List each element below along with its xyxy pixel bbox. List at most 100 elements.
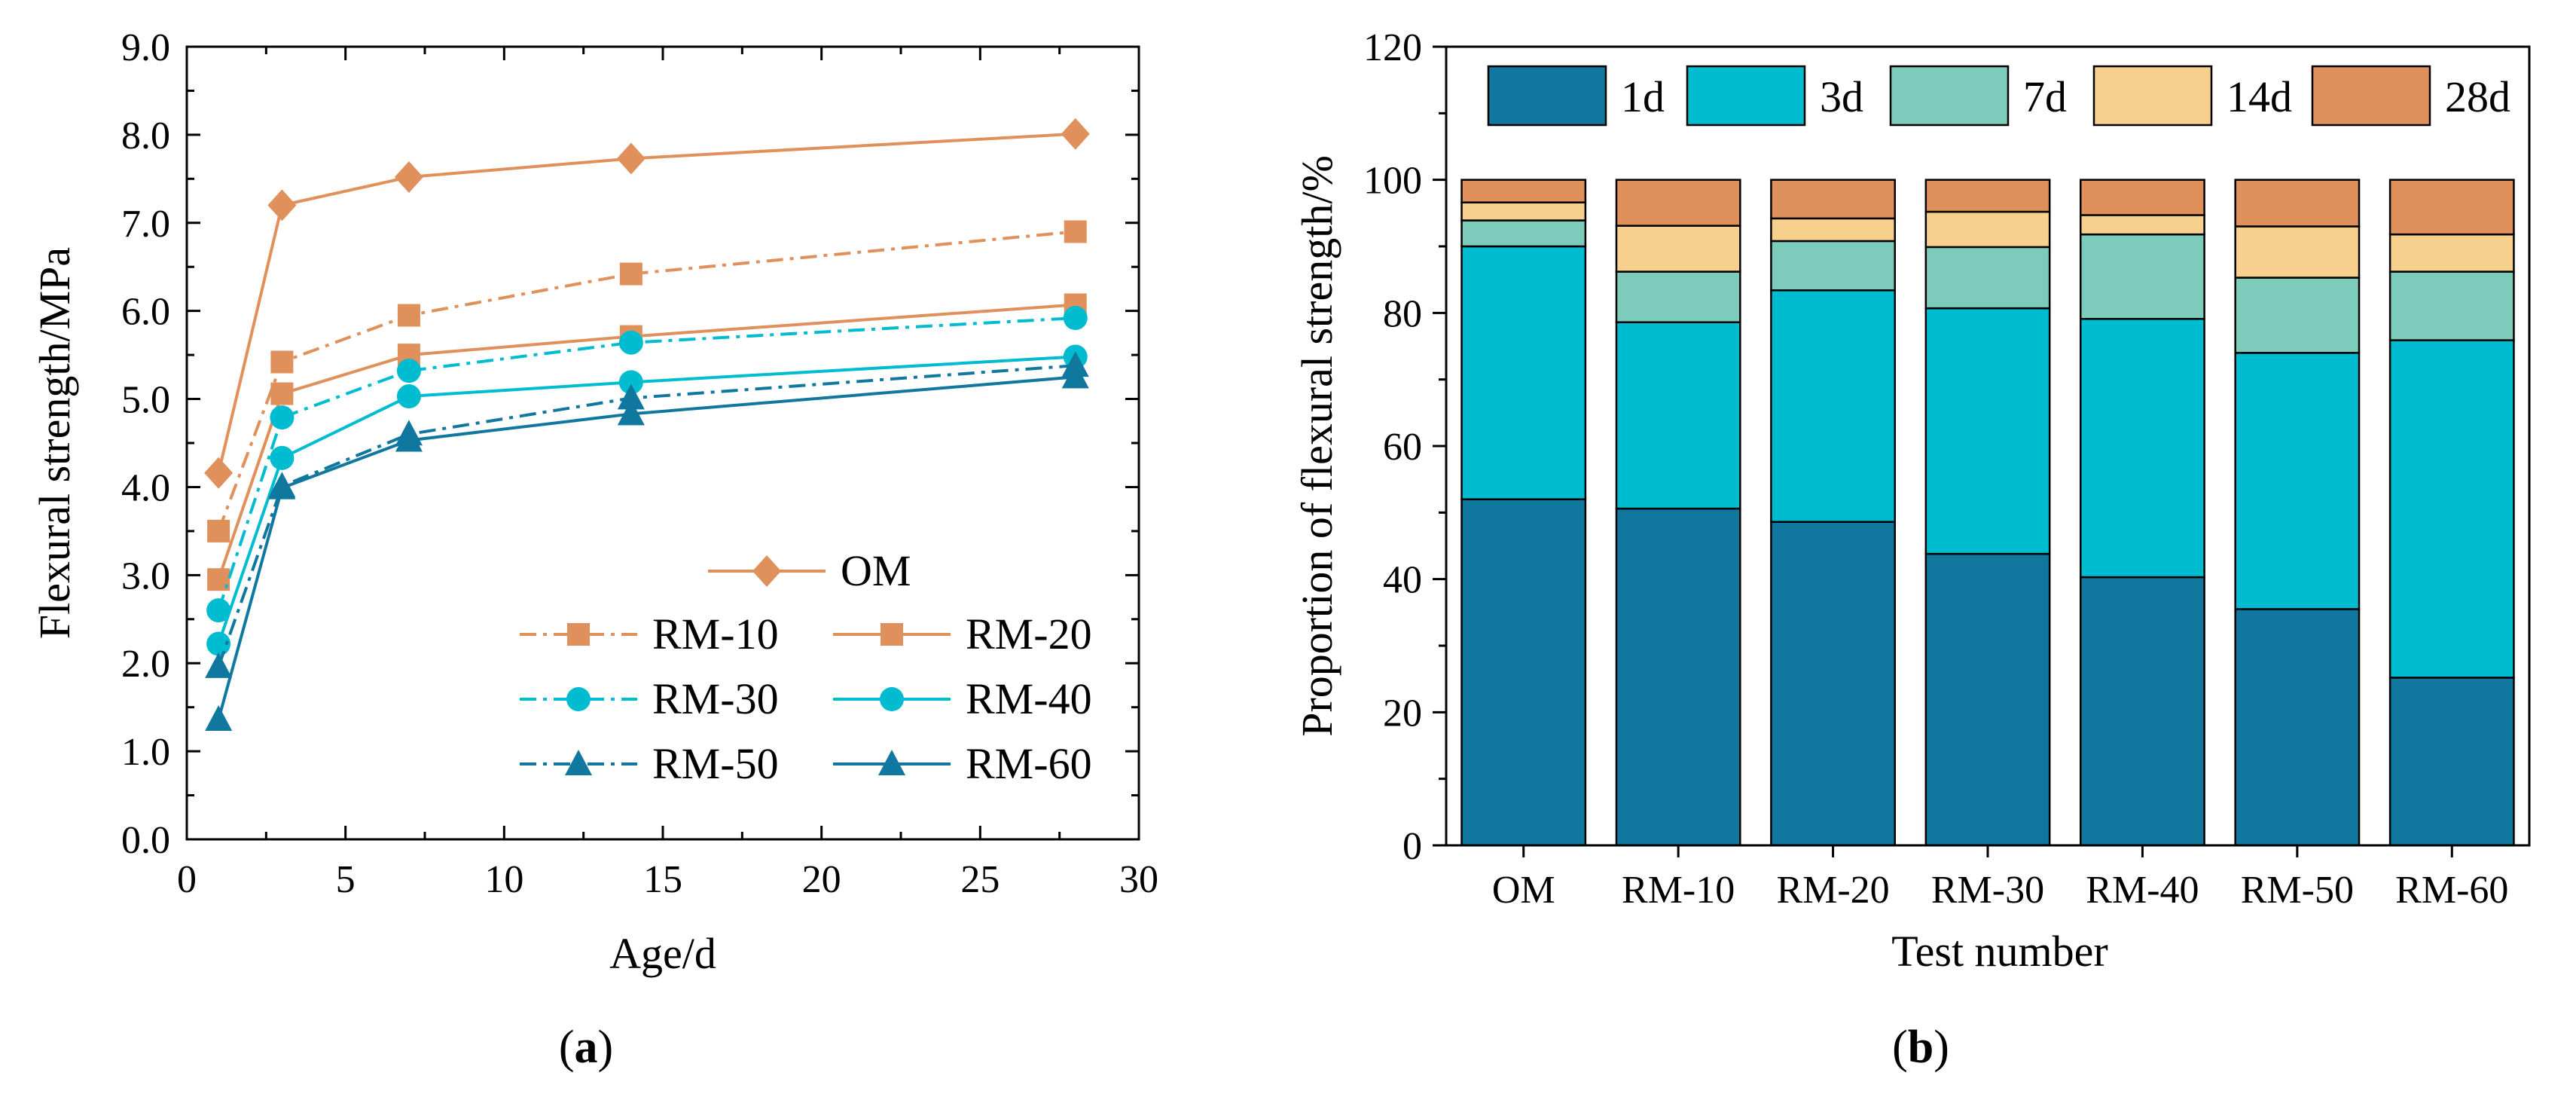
panel-b-x-axis-label: Test number (1891, 927, 2107, 976)
bar-segment-14d-om (1460, 201, 1587, 222)
data-point-rm-20 (270, 382, 294, 405)
legend-entry-1d: 1d (1487, 65, 1665, 127)
legend-swatch-28d (2311, 65, 2431, 127)
bar-segment-1d-rm-20 (1770, 521, 1896, 847)
panel-a-caption-open: ( (559, 1022, 575, 1073)
bar-segment-14d-rm-30 (1924, 210, 2051, 249)
bar-segment-1d-rm-40 (2080, 576, 2205, 847)
panel-a-x-ticks: 0 5 10 15 20 25 30 (177, 47, 1158, 901)
series-line-om (217, 132, 1076, 474)
panel-b-y-tick-label: 40 (1383, 559, 1422, 602)
bar-segment-1d-rm-30 (1924, 552, 2051, 847)
panel-b-caption-letter: b (1908, 1022, 1934, 1073)
panel-a-y-axis-label: Flexural strength/MPa (30, 247, 79, 639)
legend-marker-om (752, 555, 781, 587)
panel-b-x-tick-label: RM-20 (1776, 869, 1889, 912)
bar-segment-28d-rm-60 (2388, 179, 2515, 236)
bar-stack-rm-10 (1615, 179, 1741, 847)
legend-entry-rm-60: RM-60 (833, 739, 1092, 788)
legend-swatch-7d (1889, 65, 2010, 127)
legend-marker-rm-10 (567, 623, 590, 646)
legend-marker-rm-40 (880, 687, 904, 711)
panel-a-caption: (a) (559, 1022, 613, 1073)
bar-stack-rm-20 (1770, 179, 1896, 847)
data-point-rm-60 (268, 473, 296, 500)
data-point-rm-30 (618, 330, 643, 355)
bar-segment-28d-rm-20 (1770, 179, 1896, 220)
data-point-rm-40 (270, 445, 295, 470)
data-point-rm-50 (205, 652, 233, 678)
bar-segment-3d-rm-10 (1615, 321, 1741, 510)
panel-a-caption-close: ) (598, 1022, 614, 1073)
legend-label-rm-20: RM-20 (966, 610, 1092, 659)
panel-b-x-tick-label: RM-10 (1622, 869, 1735, 912)
panel-a-y-tick-label: 7.0 (121, 203, 170, 246)
bar-segment-28d-rm-10 (1615, 179, 1741, 227)
legend-label-1d: 1d (1621, 72, 1665, 121)
bar-segment-3d-rm-40 (2080, 318, 2205, 579)
data-point-rm-60 (395, 426, 423, 452)
legend-entry-14d: 14d (2092, 65, 2292, 127)
data-point-rm-60 (205, 705, 233, 732)
bar-segment-14d-rm-20 (1770, 217, 1896, 243)
legend-label-rm-30: RM-30 (652, 674, 779, 723)
data-point-rm-30 (1063, 306, 1088, 331)
series-rm-20 (207, 293, 1087, 591)
legend-label-rm-10: RM-10 (652, 610, 779, 659)
panel-b-y-tick-label: 100 (1363, 160, 1422, 203)
panel-a-line-chart: 0.0 1.0 2.0 3.0 4.0 5.0 6.0 7.0 8.0 9.0 0 5 10 15 20 2… (30, 26, 1158, 1073)
data-point-rm-10 (619, 262, 642, 286)
legend-label-3d: 3d (1820, 72, 1863, 121)
series-rm-60 (205, 362, 1089, 732)
legend-swatch-14d (2092, 65, 2213, 127)
panel-a-x-tick-label: 15 (643, 858, 682, 901)
panel-a-legend: OM RM-10 RM-20 RM-30 RM-40 RM-50 RM-60 (520, 546, 1092, 788)
legend-label-rm-40: RM-40 (966, 674, 1092, 723)
legend-marker-rm-30 (566, 687, 591, 711)
panel-a-y-tick-label: 6.0 (121, 291, 170, 334)
legend-entry-28d: 28d (2311, 65, 2510, 127)
panel-b-x-tick-label: RM-40 (2086, 869, 2199, 912)
bar-segment-14d-rm-60 (2388, 233, 2515, 273)
bar-segment-7d-rm-50 (2234, 277, 2361, 354)
legend-entry-7d: 7d (1889, 65, 2067, 127)
legend-label-14d: 14d (2227, 72, 2292, 121)
legend-entry-om: OM (708, 546, 911, 595)
panel-b-y-tick-label: 80 (1383, 292, 1422, 335)
panel-b-stacked-bar-chart: 0 20 40 60 80 100 120 OM RM-10 RM-20 RM-30 RM-40 RM… (1293, 26, 2531, 1073)
series-line-rm-50 (217, 364, 1076, 668)
panel-a-y-tick-label: 9.0 (121, 26, 170, 69)
legend-entry-rm-10: RM-10 (520, 610, 779, 659)
data-point-rm-50 (617, 383, 645, 410)
panel-a-y-tick-label: 5.0 (121, 379, 170, 422)
panel-b-x-tick-label: OM (1492, 869, 1555, 912)
panel-b-caption-open: ( (1892, 1022, 1908, 1073)
bar-stack-rm-40 (2080, 179, 2205, 847)
panel-b-caption: (b) (1892, 1022, 1949, 1073)
panel-b-x-tick-label: RM-30 (1931, 869, 2044, 912)
panel-a-x-tick-label: 20 (802, 858, 841, 901)
series-rm-30 (206, 306, 1088, 623)
bar-segment-7d-rm-30 (1924, 246, 2051, 310)
data-point-rm-40 (206, 631, 231, 656)
data-point-om (1061, 118, 1090, 150)
bar-segment-3d-rm-20 (1770, 289, 1896, 523)
data-point-om (616, 142, 646, 175)
bar-segment-14d-rm-40 (2080, 214, 2205, 236)
panel-b-caption-close: ) (1934, 1022, 1949, 1073)
data-point-rm-10 (1064, 220, 1087, 243)
legend-entry-3d: 3d (1686, 65, 1863, 127)
bar-segment-7d-rm-20 (1770, 240, 1896, 292)
bar-segment-7d-rm-10 (1615, 270, 1741, 323)
data-point-rm-60 (1061, 362, 1089, 389)
panel-a-x-tick-label: 10 (484, 858, 523, 901)
bar-stack-rm-50 (2234, 179, 2361, 847)
legend-label-rm-60: RM-60 (966, 739, 1092, 788)
bar-segment-7d-rm-60 (2388, 270, 2515, 341)
data-point-rm-40 (396, 384, 421, 409)
bar-segment-3d-rm-30 (1924, 307, 2051, 555)
panel-a-x-axis-label: Age/d (609, 929, 716, 978)
panel-b-y-ticks: 0 20 40 60 80 100 120 (1363, 26, 1446, 868)
panel-b-x-tick-label: RM-50 (2241, 869, 2354, 912)
